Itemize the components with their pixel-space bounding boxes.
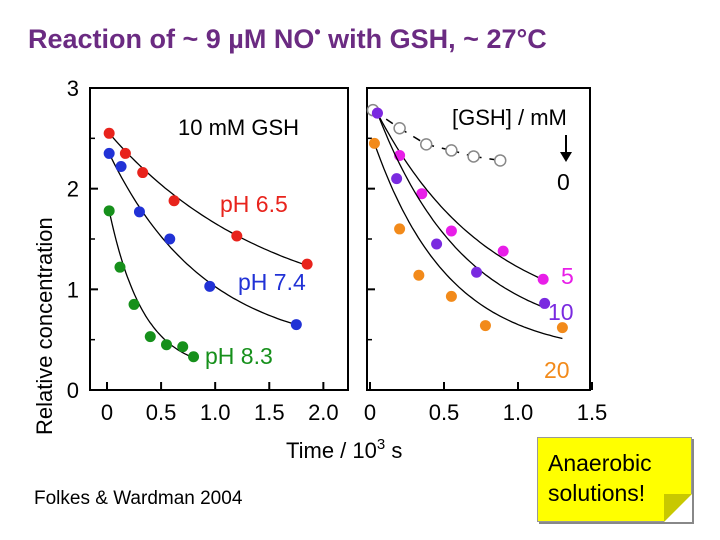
left-series-ph-6-5-point: [168, 195, 180, 207]
right-series-label: 20: [544, 357, 570, 383]
left-series-label: pH 6.5: [220, 191, 288, 217]
citation: Folkes & Wardman 2004: [34, 488, 243, 509]
left-series-ph-7-4-point: [290, 319, 302, 331]
left-x-tick-label: 1.5: [254, 400, 285, 425]
right-series-10-point: [539, 297, 551, 309]
y-tick-label: 1: [67, 277, 79, 302]
right-series-0-point: [493, 154, 507, 167]
note-line-2: solutions!: [548, 480, 646, 506]
left-series-ph-8-3-point: [188, 351, 200, 363]
y-tick-label: 2: [67, 177, 79, 202]
left-series-ph-6-5-point: [301, 258, 313, 270]
left-series-ph-7-4-point: [133, 206, 145, 218]
right-series-5-point: [416, 188, 428, 200]
left-series-label: pH 7.4: [238, 269, 306, 295]
right-series-20-fit: [373, 143, 563, 340]
right-series-10-fit: [376, 112, 545, 309]
right-series-20-point: [556, 322, 568, 334]
left-series-ph-7-4-point: [103, 147, 115, 159]
left-series-ph-6-5-point: [103, 127, 115, 139]
right-x-tick-label: 0.5: [429, 400, 460, 425]
left-series-ph-8-3-point: [103, 205, 115, 217]
left-x-tick-label: 0: [101, 400, 113, 425]
note-line-1: Anaerobic: [548, 450, 652, 476]
left-series-ph-6-5-point: [137, 167, 149, 179]
y-tick-label: 0: [67, 378, 79, 403]
left-x-tick-label: 2.0: [308, 400, 339, 425]
left-panel-annotation: 10 mM GSH: [178, 115, 299, 140]
right-series-5-point: [497, 245, 509, 257]
right-series-10-point: [471, 266, 483, 278]
right-series-10-point: [391, 173, 403, 185]
left-series-ph-7-4-point: [164, 233, 176, 245]
right-series-0-point: [419, 138, 433, 151]
left-series-label: pH 8.3: [205, 343, 273, 369]
left-series-ph-8-3-point: [144, 331, 156, 343]
right-x-tick-label: 1.5: [577, 400, 608, 425]
sticky-note: Anaerobic solutions!: [537, 437, 692, 522]
left-series-ph-8-3-point: [128, 298, 140, 310]
right-series-20-point: [368, 137, 380, 149]
left-series-ph-8-3-point: [177, 341, 189, 353]
y-axis-title: Relative concentration: [32, 217, 57, 435]
right-series-0-point: [445, 144, 458, 157]
left-series-ph-8-3-point: [161, 339, 172, 351]
left-series-ph-6-5-point: [231, 230, 243, 242]
right-series-20-point: [445, 290, 457, 302]
left-series-ph-8-3-point: [114, 261, 126, 273]
left-series-ph-7-4-point: [115, 161, 127, 173]
left-x-tick-label: 1.0: [200, 400, 231, 425]
right-series-label: 10: [548, 299, 574, 325]
right-series-20-point: [413, 269, 425, 281]
y-tick-label: 3: [67, 76, 79, 101]
right-panel-annotation: [GSH] / mM: [452, 105, 567, 130]
left-series-ph-6-5-point: [119, 147, 131, 159]
right-series-label: 5: [561, 263, 574, 289]
right-series-0-point: [393, 122, 406, 135]
right-series-10-point: [431, 238, 443, 250]
left-x-tick-label: 0.5: [146, 400, 177, 425]
left-series-ph-7-4-point: [204, 280, 216, 292]
right-series-20-point: [479, 320, 491, 332]
right-series-0-point: [467, 150, 480, 163]
right-series-20-point: [394, 223, 406, 235]
right-series-5-fit: [376, 112, 544, 281]
right-x-tick-label: 1.0: [503, 400, 534, 425]
note-folded-corner: [664, 494, 692, 522]
x-axis-title: Time / 103 s: [286, 436, 402, 463]
right-series-5-point: [445, 225, 457, 237]
page-title: Reaction of ~ 9 µM NO• with GSH, ~ 27°C: [28, 22, 547, 55]
right-x-tick-label: 0: [364, 400, 376, 425]
right-series-label: 0: [557, 169, 570, 195]
title-rest: with GSH, ~ 27°C: [320, 24, 547, 54]
title-radical-dot: •: [314, 22, 321, 42]
annotation-arrow-head: [560, 152, 572, 162]
right-series-10-point: [371, 107, 383, 119]
title-main: Reaction of ~ 9 µM NO: [28, 24, 315, 54]
right-series-5-point: [537, 273, 549, 285]
